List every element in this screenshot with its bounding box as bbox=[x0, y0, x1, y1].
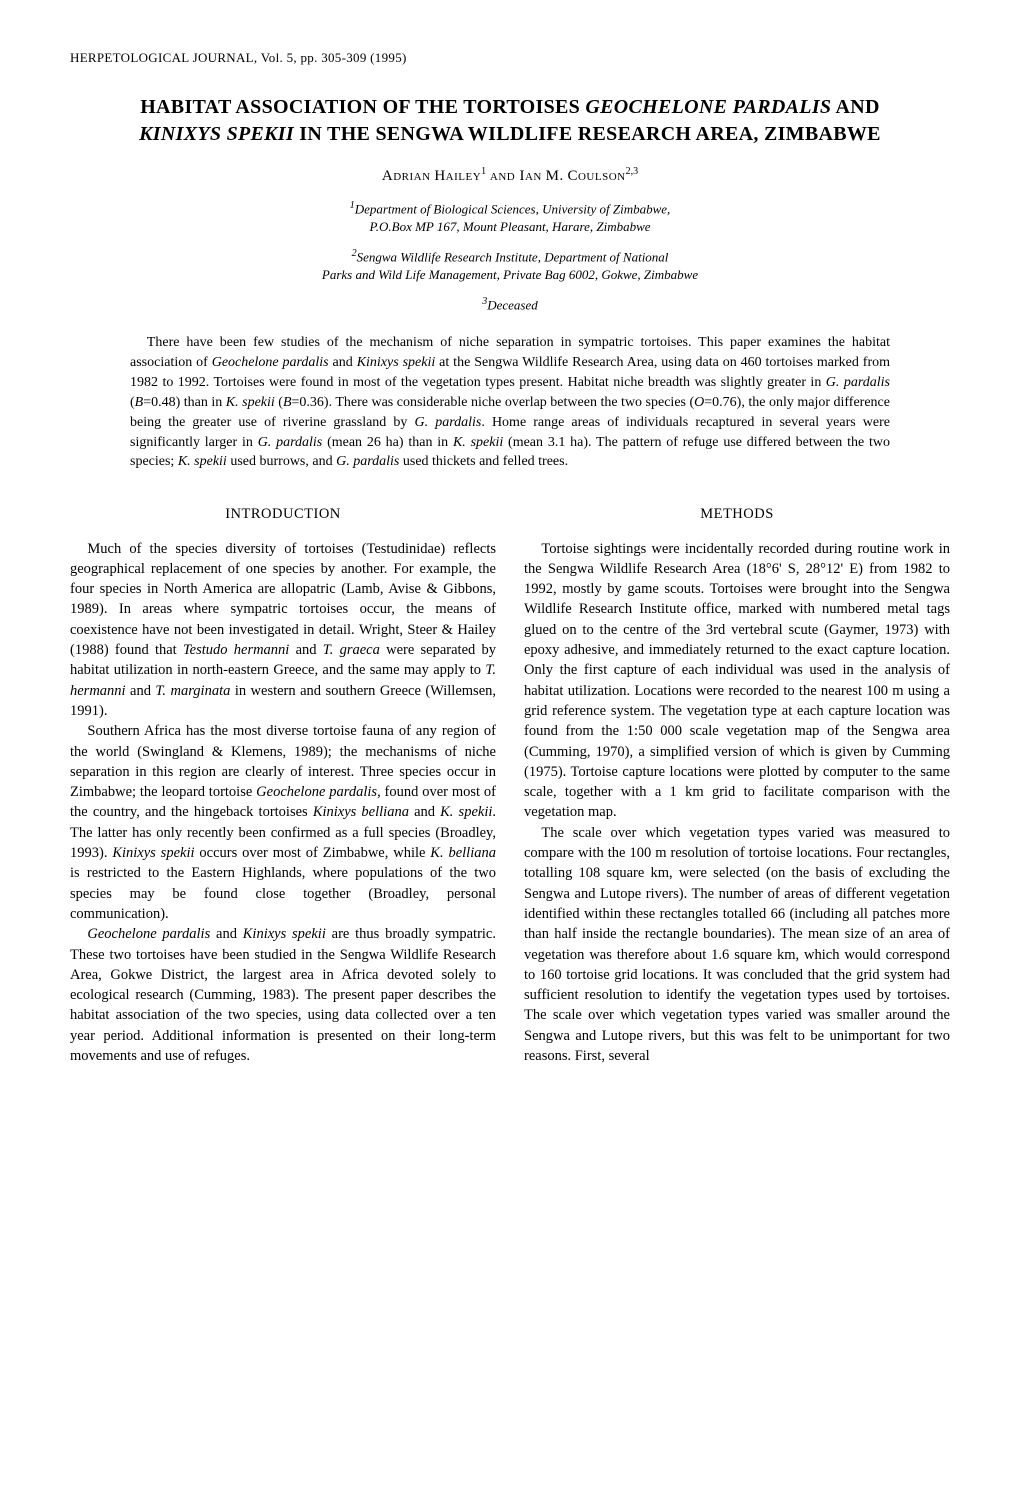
title-species-1: GEOCHELONE PARDALIS bbox=[585, 96, 831, 118]
abstract-block: There have been few studies of the mecha… bbox=[130, 333, 890, 472]
abs-t2: and bbox=[329, 355, 357, 370]
title-text-1: HABITAT ASSOCIATION OF THE TORTOISES bbox=[140, 96, 585, 118]
abs-sp2: Kinixys spekii bbox=[357, 355, 436, 370]
left-column: INTRODUCTION Much of the species diversi… bbox=[70, 502, 496, 1066]
intro-sp2: T. graeca bbox=[323, 642, 380, 658]
introduction-heading: INTRODUCTION bbox=[70, 504, 496, 524]
intro-sp6: Kinixys belliana bbox=[313, 804, 409, 820]
author-2-sup: 2,3 bbox=[626, 166, 639, 177]
abs-O: O bbox=[694, 395, 704, 410]
abs-B1: B bbox=[135, 395, 144, 410]
aff2-line1: Sengwa Wildlife Research Institute, Depa… bbox=[357, 250, 669, 265]
author-1-first: Adrian bbox=[382, 168, 431, 184]
methods-p1: Tortoise sightings were incidentally rec… bbox=[524, 539, 950, 823]
author-2-first: Ian bbox=[519, 168, 541, 184]
author-2-mid: M. bbox=[546, 168, 564, 184]
intro-sp9: K. belliana bbox=[430, 845, 496, 861]
intro-p3b: and bbox=[210, 926, 243, 942]
article-title: HABITAT ASSOCIATION OF THE TORTOISES GEO… bbox=[70, 94, 950, 148]
author-2-last: Coulson bbox=[567, 168, 625, 184]
intro-p2: Southern Africa has the most diverse tor… bbox=[70, 721, 496, 924]
intro-p1d: and bbox=[126, 683, 156, 699]
abs-B2e: =0.36). There was considerable niche ove… bbox=[292, 395, 695, 410]
abs-t5: ( bbox=[275, 395, 283, 410]
abs-sp9: G. pardalis bbox=[336, 454, 399, 469]
intro-sp7: K. spekii bbox=[440, 804, 492, 820]
abs-sp6: G. pardalis bbox=[258, 435, 323, 450]
intro-sp1: Testudo hermanni bbox=[183, 642, 289, 658]
deceased-text: Deceased bbox=[487, 297, 538, 312]
abs-sp5: G. pardalis bbox=[415, 415, 482, 430]
intro-p1b: and bbox=[289, 642, 322, 658]
intro-p2c: and bbox=[409, 804, 440, 820]
authors-line: Adrian Hailey1 and Ian M. Coulson2,3 bbox=[70, 166, 950, 185]
body-columns: INTRODUCTION Much of the species diversi… bbox=[70, 502, 950, 1066]
title-text-mid: AND bbox=[831, 96, 879, 118]
title-text-2: IN THE SENGWA WILDLIFE RESEARCH AREA, ZI… bbox=[294, 123, 881, 145]
abs-sp3: G. pardalis bbox=[826, 375, 890, 390]
abs-B2: B bbox=[283, 395, 292, 410]
author-1-last: Hailey bbox=[434, 168, 481, 184]
intro-sp5: Geochelone pardalis bbox=[256, 784, 377, 800]
author-1-sup: 1 bbox=[481, 166, 486, 177]
deceased-note: 3Deceased bbox=[70, 296, 950, 313]
aff1-line1: Department of Biological Sciences, Unive… bbox=[355, 201, 671, 216]
intro-sp11: Kinixys spekii bbox=[243, 926, 326, 942]
abs-t7: (mean 26 ha) than in bbox=[322, 435, 453, 450]
aff1-line2: P.O.Box MP 167, Mount Pleasant, Harare, … bbox=[369, 219, 650, 234]
abs-t10: used thickets and felled trees. bbox=[399, 454, 568, 469]
intro-p1a: Much of the species diversity of tortois… bbox=[70, 541, 496, 658]
intro-p3c: are thus broadly sympatric. These two to… bbox=[70, 926, 496, 1064]
methods-heading: METHODS bbox=[524, 504, 950, 524]
authors-and: and bbox=[490, 168, 520, 184]
abs-sp7: K. spekii bbox=[453, 435, 503, 450]
intro-p3: Geochelone pardalis and Kinixys spekii a… bbox=[70, 924, 496, 1066]
abs-sp8: K. spekii bbox=[178, 454, 227, 469]
aff2-line2: Parks and Wild Life Management, Private … bbox=[322, 267, 698, 282]
affiliation-1: 1Department of Biological Sciences, Univ… bbox=[70, 199, 950, 235]
abstract-paragraph: There have been few studies of the mecha… bbox=[130, 333, 890, 472]
intro-sp8: Kinixys spekii bbox=[112, 845, 194, 861]
running-header: HERPETOLOGICAL JOURNAL, Vol. 5, pp. 305-… bbox=[70, 50, 950, 66]
title-species-2: KINIXYS SPEKII bbox=[139, 123, 294, 145]
abs-sp4: K. spekii bbox=[226, 395, 275, 410]
intro-sp10: Geochelone pardalis bbox=[87, 926, 210, 942]
right-column: METHODS Tortoise sightings were incident… bbox=[524, 502, 950, 1066]
affiliation-2: 2Sengwa Wildlife Research Institute, Dep… bbox=[70, 247, 950, 283]
abs-B1e: =0.48) than in bbox=[143, 395, 226, 410]
abs-sp1: Geochelone pardalis bbox=[212, 355, 329, 370]
abs-t9: used burrows, and bbox=[227, 454, 336, 469]
intro-p2f: is restricted to the Eastern Highlands, … bbox=[70, 865, 496, 922]
methods-p2: The scale over which vegetation types va… bbox=[524, 823, 950, 1067]
intro-p2e: occurs over most of Zimbabwe, while bbox=[195, 845, 431, 861]
intro-sp4: T. marginata bbox=[155, 683, 230, 699]
intro-p1: Much of the species diversity of tortois… bbox=[70, 539, 496, 722]
